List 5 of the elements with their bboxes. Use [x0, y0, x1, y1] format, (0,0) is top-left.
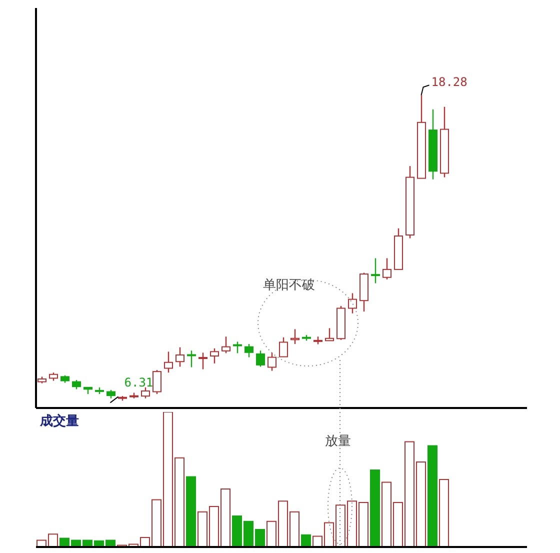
text: 18.28 — [431, 75, 468, 90]
annotation: 6.31 — [124, 376, 154, 390]
chart-title: 成交量 — [40, 412, 79, 430]
annotation: 单阳不破 — [263, 277, 315, 294]
annotation: 放量 — [325, 433, 351, 450]
